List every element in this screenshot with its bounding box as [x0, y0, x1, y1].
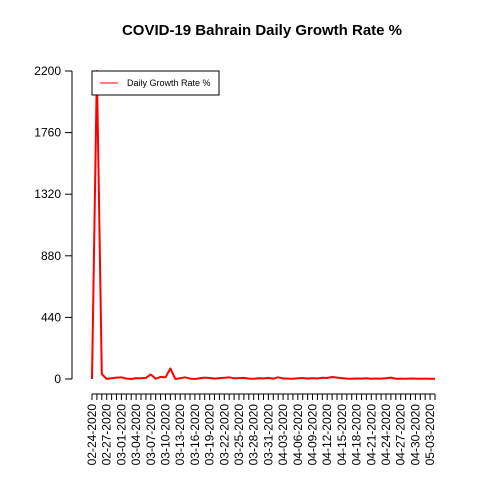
x-tick-label: 03-19-2020	[203, 404, 217, 466]
x-tick-label: 04-09-2020	[306, 404, 320, 466]
y-tick-label: 2200	[34, 64, 61, 78]
x-tick-label: 03-22-2020	[217, 404, 231, 466]
x-tick-label: 03-31-2020	[261, 404, 275, 466]
x-tick-label: 04-03-2020	[276, 404, 290, 466]
y-tick-label: 1760	[34, 126, 61, 140]
x-tick-label: 03-28-2020	[247, 404, 261, 466]
x-tick-label: 02-27-2020	[100, 404, 114, 466]
y-tick-label: 1320	[34, 187, 61, 201]
x-tick-label: 04-12-2020	[320, 404, 334, 466]
y-tick-label: 880	[41, 249, 61, 263]
x-tick-label: 03-07-2020	[144, 404, 158, 466]
x-tick-label: 04-15-2020	[335, 404, 349, 466]
x-tick-label: 04-21-2020	[364, 404, 378, 466]
x-tick-label: 03-10-2020	[159, 404, 173, 466]
x-tick-label: 04-06-2020	[291, 404, 305, 466]
series-layer	[91, 70, 436, 380]
x-tick-label: 04-30-2020	[408, 404, 422, 466]
x-tick-label: 03-04-2020	[129, 404, 143, 466]
x-tick-label: 04-24-2020	[379, 404, 393, 466]
legend-label: Daily Growth Rate %	[127, 78, 211, 88]
y-axis: 0 440 880 1320 1760 2200	[34, 64, 73, 386]
legend: Daily Growth Rate %	[91, 70, 220, 96]
x-tick-label: 04-18-2020	[350, 404, 364, 466]
chart-title: COVID-19 Bahrain Daily Growth Rate %	[122, 22, 402, 39]
x-tick-label: 04-27-2020	[394, 404, 408, 466]
x-tick-label: 03-25-2020	[232, 404, 246, 466]
series-line	[91, 70, 436, 380]
x-tick-label: 05-03-2020	[423, 404, 437, 466]
x-tick-label: 03-16-2020	[188, 404, 202, 466]
x-axis: 02-24-2020 02-27-2020 03-01-2020 03-04-2020…	[85, 393, 437, 466]
y-tick-label: 0	[54, 372, 61, 386]
y-tick-label: 440	[41, 310, 61, 324]
x-tick-label: 02-24-2020	[85, 404, 99, 466]
x-tick-label: 03-01-2020	[114, 404, 128, 466]
x-tick-label: 03-13-2020	[173, 404, 187, 466]
